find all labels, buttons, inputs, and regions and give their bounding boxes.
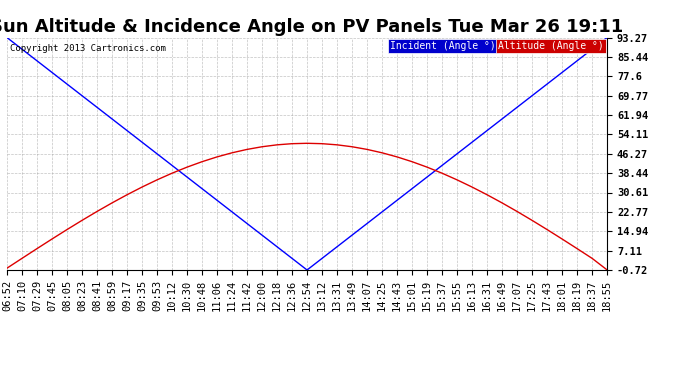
Title: Sun Altitude & Incidence Angle on PV Panels Tue Mar 26 19:11: Sun Altitude & Incidence Angle on PV Pan…	[0, 18, 624, 36]
Text: Copyright 2013 Cartronics.com: Copyright 2013 Cartronics.com	[10, 45, 166, 54]
Text: Incident (Angle °): Incident (Angle °)	[390, 41, 495, 51]
Text: Altitude (Angle °): Altitude (Angle °)	[498, 41, 604, 51]
